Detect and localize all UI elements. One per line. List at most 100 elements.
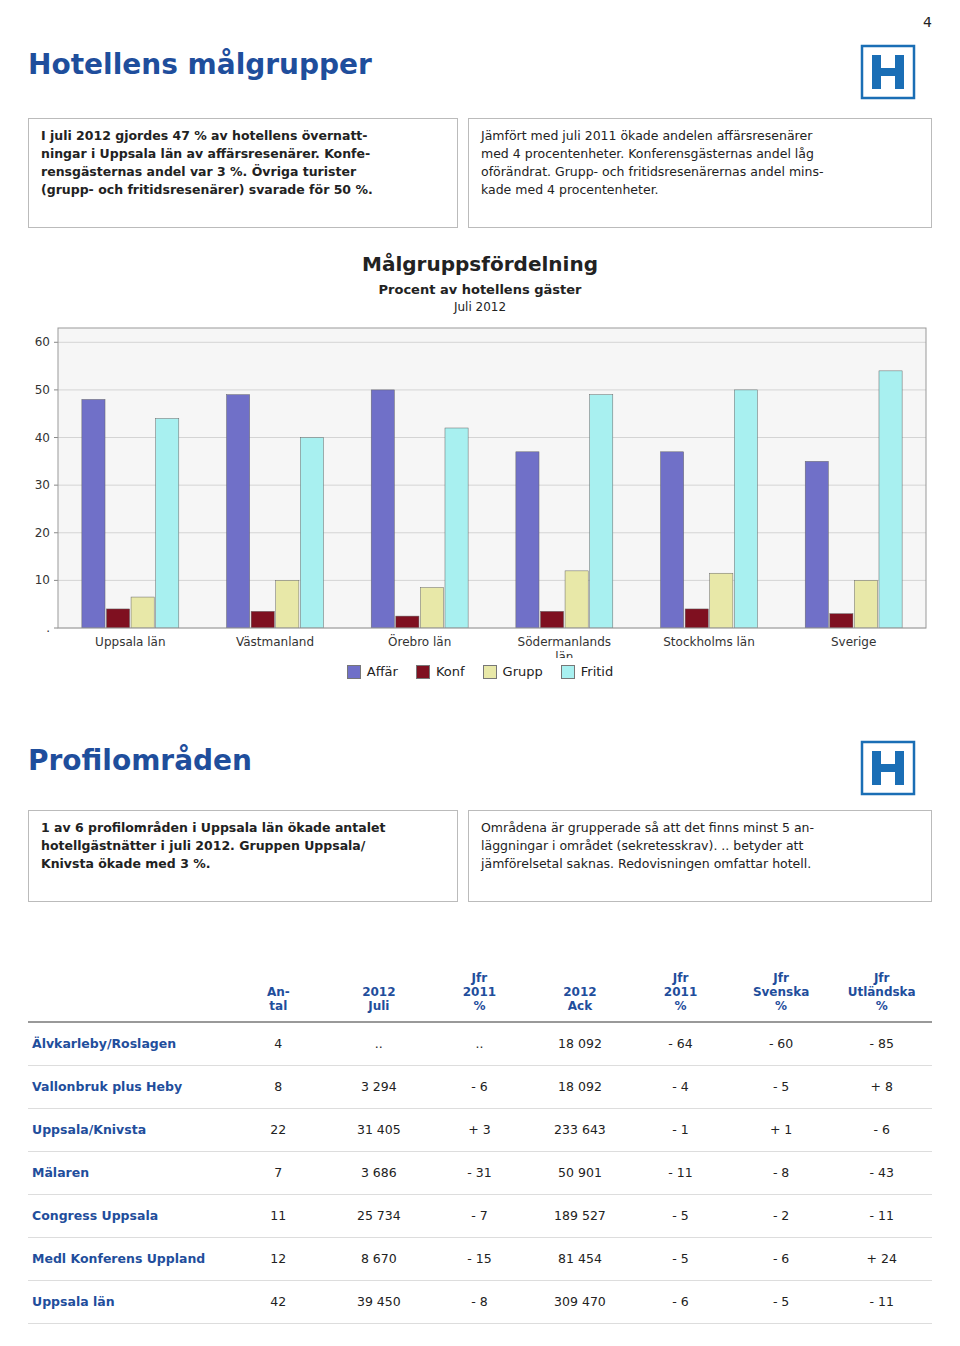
row-label: Uppsala län <box>28 1280 228 1323</box>
bar <box>445 428 468 628</box>
icon-part <box>872 68 904 76</box>
y-tick-label: 50 <box>35 383 50 397</box>
table-cell: - 1 <box>630 1108 731 1151</box>
legend-item: Affär <box>347 664 398 679</box>
table-cell: 18 092 <box>530 1065 631 1108</box>
table-cell: 81 454 <box>530 1237 631 1280</box>
table-cell: - 60 <box>731 1022 832 1065</box>
x-tick-label-line: Uppsala län <box>95 635 165 649</box>
table-cell: - 5 <box>630 1237 731 1280</box>
table: An- tal2012 JuliJfr 2011 %2012 AckJfr 20… <box>28 938 932 1324</box>
tick-mark <box>54 532 58 533</box>
row-label: Uppsala/Knivsta <box>28 1108 228 1151</box>
legend-item: Grupp <box>483 664 543 679</box>
bar <box>300 438 323 628</box>
table-cell: 50 901 <box>530 1151 631 1194</box>
legend-swatch <box>347 665 361 679</box>
icon-frame <box>862 742 914 794</box>
table-cell: 3 686 <box>329 1151 430 1194</box>
legend-label: Konf <box>436 664 465 679</box>
row-label: Mälaren <box>28 1151 228 1194</box>
bar <box>830 614 853 628</box>
legend-label: Grupp <box>503 664 543 679</box>
grid-line <box>58 437 926 438</box>
table-row: Medl Konferens Uppland128 670- 1581 454-… <box>28 1237 932 1280</box>
page-number: 4 <box>923 14 932 30</box>
table-cell: - 5 <box>731 1065 832 1108</box>
plot-frame <box>58 328 926 628</box>
bar <box>420 588 443 628</box>
bar <box>156 418 179 628</box>
y-tick-label: 30 <box>35 478 50 492</box>
bar <box>540 611 563 628</box>
y-tick-label: 20 <box>35 526 50 540</box>
x-tick-label: Örebro län <box>388 633 451 649</box>
x-tick-label: Västmanland <box>236 635 314 649</box>
chart: .102030405060Uppsala länVästmanlandÖrebr… <box>0 318 960 658</box>
section-title: Profilområden <box>28 744 252 777</box>
table-cell: 18 092 <box>530 1022 631 1065</box>
x-tick-label-line: län <box>555 650 573 658</box>
table-cell: - 6 <box>429 1065 530 1108</box>
bar <box>661 452 684 628</box>
table-cell: + 3 <box>429 1108 530 1151</box>
x-tick-label: Stockholms län <box>663 635 755 649</box>
header-cell: Jfr Svenska % <box>731 938 832 1022</box>
table-cell: - 7 <box>429 1194 530 1237</box>
text-box: Jämfört med juli 2011 ökade andelen affä… <box>468 118 932 228</box>
tick-mark <box>54 580 58 581</box>
bar <box>516 452 539 628</box>
table-cell: 4 <box>228 1022 329 1065</box>
table-cell: 11 <box>228 1194 329 1237</box>
x-tick-label-line: Örebro län <box>388 633 451 649</box>
bar <box>227 395 250 628</box>
table-body: Älvkarleby/Roslagen4....18 092- 64- 60- … <box>28 1022 932 1323</box>
icon-part <box>872 764 904 772</box>
table-cell: .. <box>329 1022 430 1065</box>
header-cell: An- tal <box>228 938 329 1022</box>
legend-swatch <box>483 665 497 679</box>
legend-swatch <box>416 665 430 679</box>
text-box: 1 av 6 profilområden i Uppsala län ökade… <box>28 810 458 902</box>
table-cell: - 2 <box>731 1194 832 1237</box>
row-label: Vallonbruk plus Heby <box>28 1065 228 1108</box>
x-tick-label-line: Sverige <box>831 635 876 649</box>
table-row: Älvkarleby/Roslagen4....18 092- 64- 60- … <box>28 1022 932 1065</box>
tick-mark <box>54 485 58 486</box>
table-row: Uppsala/Knivsta2231 405+ 3233 643- 1+ 1-… <box>28 1108 932 1151</box>
table-cell: - 11 <box>831 1194 932 1237</box>
table-cell: 25 734 <box>329 1194 430 1237</box>
table-row: Congress Uppsala1125 734- 7189 527- 5- 2… <box>28 1194 932 1237</box>
bar <box>685 609 708 628</box>
text-box: I juli 2012 gjordes 47 % av hotellens öv… <box>28 118 458 228</box>
bar <box>396 616 419 628</box>
hotel-icon <box>860 740 916 796</box>
table-cell: - 5 <box>630 1194 731 1237</box>
table-cell: 39 450 <box>329 1280 430 1323</box>
section-title: Hotellens målgrupper <box>28 48 372 81</box>
icon-frame <box>862 46 914 98</box>
x-tick-label: Uppsala län <box>95 635 165 649</box>
header-cell: 2012 Ack <box>530 938 631 1022</box>
table-cell: 42 <box>228 1280 329 1323</box>
bar <box>276 580 299 628</box>
legend-label: Fritid <box>581 664 613 679</box>
bar <box>879 371 902 628</box>
bar <box>106 609 129 628</box>
table-cell: - 6 <box>731 1237 832 1280</box>
plot-background <box>58 328 926 628</box>
chart-subtitle: Procent av hotellens gäster <box>0 282 960 297</box>
table-head: An- tal2012 JuliJfr 2011 %2012 AckJfr 20… <box>28 938 932 1022</box>
table-cell: - 15 <box>429 1237 530 1280</box>
bars <box>82 371 902 628</box>
table-cell: - 31 <box>429 1151 530 1194</box>
table-cell: 8 670 <box>329 1237 430 1280</box>
x-tick-label: Sverige <box>831 635 876 649</box>
table-cell: 12 <box>228 1237 329 1280</box>
header-row: An- tal2012 JuliJfr 2011 %2012 AckJfr 20… <box>28 938 932 1022</box>
row-label: Medl Konferens Uppland <box>28 1237 228 1280</box>
grid-line <box>58 580 926 581</box>
bar <box>734 390 757 628</box>
table-cell: 31 405 <box>329 1108 430 1151</box>
table-cell: - 43 <box>831 1151 932 1194</box>
